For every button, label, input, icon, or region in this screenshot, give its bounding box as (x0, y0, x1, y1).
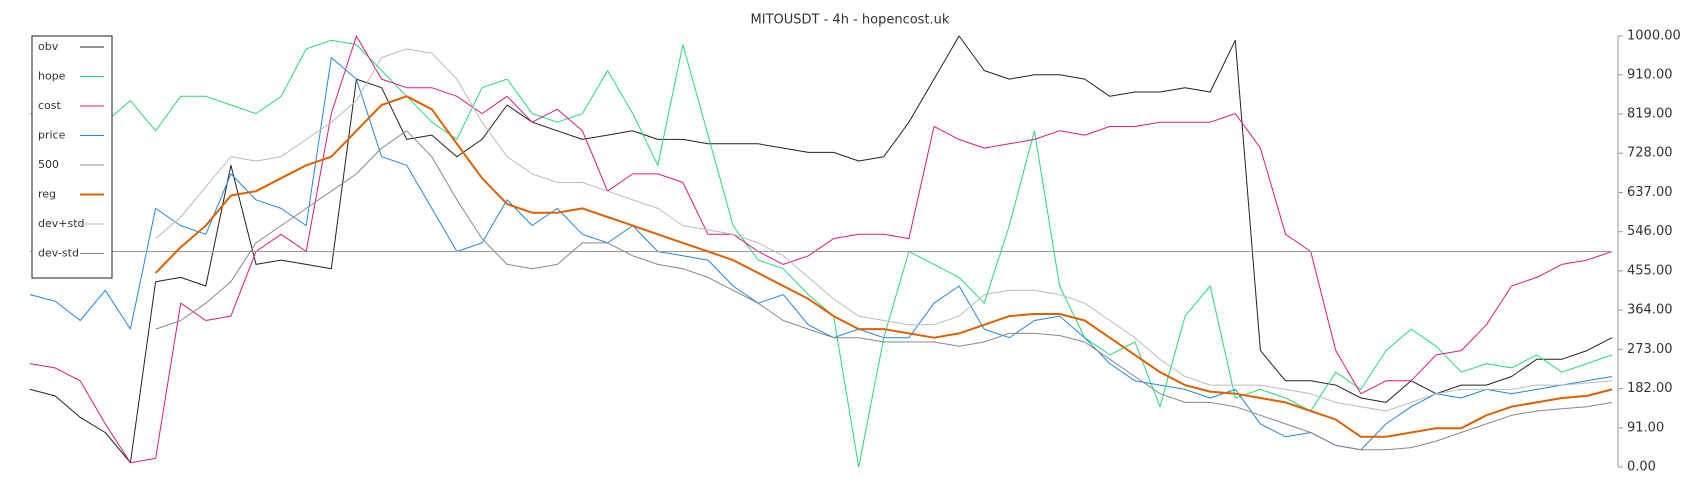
series-line (29, 39, 1613, 468)
y-tick-label: 455.00 (1627, 263, 1673, 278)
y-tick-label: 1000.00 (1627, 29, 1681, 44)
y-tick-label: 273.00 (1627, 342, 1673, 357)
legend: obv hope cost price 500 reg dev+std dev-std (31, 35, 113, 279)
legend-label: obv (38, 40, 59, 53)
legend-label: dev+std (38, 217, 85, 230)
series-line (155, 130, 1613, 451)
legend-label: cost (38, 99, 62, 112)
y-tick-label: 910.00 (1627, 67, 1673, 82)
y-tick-label: 728.00 (1627, 146, 1673, 161)
legend-label: reg (38, 188, 56, 201)
series-line (29, 35, 1613, 464)
y-tick-label: 182.00 (1627, 381, 1673, 396)
y-tick-label: 637.00 (1627, 185, 1673, 200)
legend-label: price (38, 129, 66, 142)
legend-label: dev-std (38, 247, 79, 260)
y-tick-label: 819.00 (1627, 107, 1673, 122)
series-line (155, 48, 1613, 412)
y-tick-label: 364.00 (1627, 303, 1673, 318)
chart-title: MITOUSDT - 4h - hopencost.uk (751, 13, 950, 28)
y-tick-label: 546.00 (1627, 224, 1673, 239)
series-line (29, 57, 1613, 451)
series-line (154, 95, 1613, 438)
legend-label: 500 (38, 158, 59, 171)
legend-label: hope (38, 70, 66, 83)
series-line (29, 35, 1613, 464)
y-tick-label: 0.00 (1627, 460, 1656, 475)
y-tick-label: 91.00 (1627, 420, 1664, 435)
